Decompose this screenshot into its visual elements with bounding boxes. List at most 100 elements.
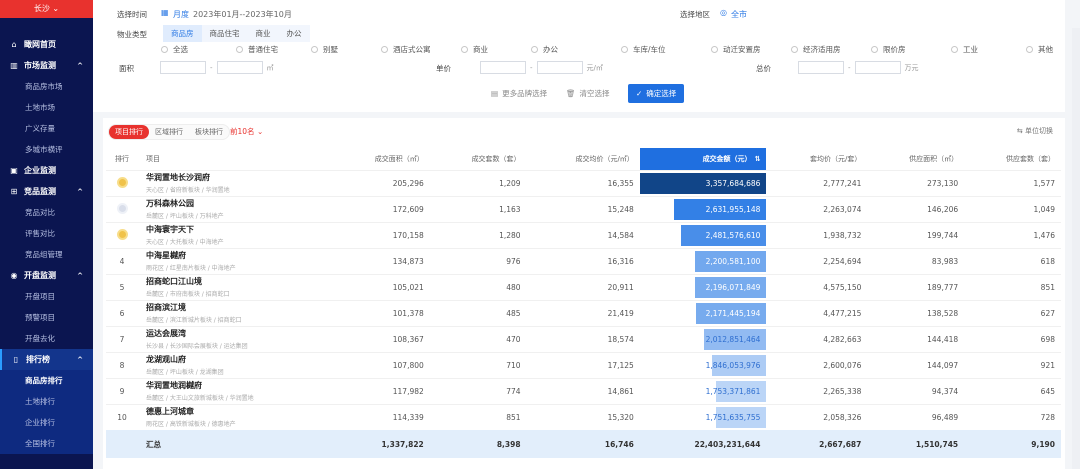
project-name[interactable]: 华润置地长沙润府 bbox=[146, 173, 210, 182]
property-checkbox[interactable]: 全选 bbox=[161, 44, 188, 55]
property-checkbox[interactable]: 工业 bbox=[951, 44, 978, 55]
project-name[interactable]: 运达会展湾 bbox=[146, 329, 186, 338]
total-price-unit: 万元 bbox=[904, 63, 919, 72]
column-header[interactable]: 成交套数（套） bbox=[430, 148, 527, 170]
project-name[interactable]: 德惠上河城章 bbox=[146, 407, 194, 417]
sidebar-group[interactable]: ⌂ 瞰网首页 bbox=[0, 34, 93, 55]
amount-cell: 2,012,851,464 bbox=[639, 325, 767, 352]
area-max-input[interactable] bbox=[216, 61, 263, 74]
project-name[interactable]: 中海星樾府 bbox=[146, 251, 186, 260]
sidebar-group[interactable]: ▣ 企业监测 bbox=[0, 160, 93, 181]
clear-button[interactable]: 🗑 清空选择 bbox=[566, 88, 610, 99]
table-row[interactable]: 7 运达会展湾 长沙县 / 长沙国际会展板块 / 运达集团 108,367 470 18,… bbox=[106, 325, 1061, 352]
table-row[interactable]: 9 华润置地润樾府 岳麓区 / 大王山文旅新城板块 / 华润置地 117,982 774… bbox=[106, 377, 1061, 404]
sidebar-item[interactable]: 多城市横评 bbox=[25, 145, 63, 154]
property-checkbox[interactable]: 其他 bbox=[1026, 44, 1053, 55]
sidebar-item[interactable]: 商品房市场 bbox=[25, 82, 63, 91]
area-cell: 105,021 bbox=[333, 273, 430, 300]
column-header[interactable]: 供应面积（㎡） bbox=[867, 148, 964, 170]
column-header[interactable]: 供应套数（套） bbox=[964, 148, 1061, 170]
sidebar-item[interactable]: 开盘去化 bbox=[25, 334, 55, 343]
property-checkbox[interactable]: 普通住宅 bbox=[236, 44, 278, 55]
project-name[interactable]: 华润置地润樾府 bbox=[146, 381, 202, 390]
project-name[interactable]: 万科森林公园 bbox=[146, 199, 194, 208]
sidebar-item[interactable]: 土地排行 bbox=[0, 391, 93, 412]
sidebar-item[interactable]: 土地市场 bbox=[25, 103, 55, 112]
project-desc: 岳麓区 / 滨江新城片板块 / 招商蛇口 bbox=[146, 317, 242, 324]
table-row[interactable]: 4 中海星樾府 雨花区 / 红星南片板块 / 中海地产 134,873 976 16,31… bbox=[106, 247, 1061, 274]
swap-icon: ⇆ bbox=[1016, 127, 1023, 135]
sidebar-group[interactable]: ◉ 开盘监测 ^ bbox=[0, 265, 93, 286]
property-tab[interactable]: 商品住宅 bbox=[209, 29, 240, 38]
project-name[interactable]: 龙湖观山府 bbox=[146, 355, 186, 364]
property-checkbox[interactable]: 酒店式公寓 bbox=[381, 44, 431, 55]
column-header[interactable]: 套均价（元/套） bbox=[766, 148, 867, 170]
gold-medal-icon bbox=[116, 176, 128, 188]
ranking-tab[interactable]: 区域排行 bbox=[155, 128, 183, 136]
units-cell: 1,280 bbox=[429, 221, 527, 248]
time-range[interactable]: 2023年01月--2023年10月 bbox=[193, 10, 292, 19]
sidebar-item[interactable]: 开盘项目 bbox=[25, 292, 55, 301]
project-name[interactable]: 招商滨江境 bbox=[146, 303, 186, 312]
ranking-tab[interactable]: 板块排行 bbox=[195, 128, 223, 136]
property-checkbox[interactable]: 动迁安置房 bbox=[711, 44, 761, 55]
scrollbar[interactable] bbox=[1072, 28, 1080, 469]
property-tab[interactable]: 商业 bbox=[255, 29, 271, 38]
sidebar-group[interactable]: ⊞ 竞品监测 ^ bbox=[0, 181, 93, 202]
unit-price-min-input[interactable] bbox=[480, 61, 526, 74]
sidebar-group[interactable]: ▯ 排行榜 ^ bbox=[0, 349, 93, 370]
total-price-max-input[interactable] bbox=[854, 61, 901, 74]
units-cell: 1,163 bbox=[429, 195, 527, 222]
column-header[interactable]: 成交面积（㎡） bbox=[333, 148, 430, 170]
unit-price-max-input[interactable] bbox=[536, 61, 583, 74]
project-name[interactable]: 招商蛇口江山境 bbox=[146, 277, 202, 286]
city-selector[interactable]: 长沙 ⌄ bbox=[0, 0, 93, 18]
sidebar-item[interactable]: 预警项目 bbox=[25, 313, 55, 322]
property-checkbox[interactable]: 商业 bbox=[461, 44, 488, 55]
total-price-label: 总价 bbox=[756, 64, 771, 73]
total-rank-cell bbox=[106, 430, 138, 458]
table-row[interactable]: 8 龙湖观山府 岳麓区 / 坪山板块 / 龙湖集团 107,800 710 17,125 1… bbox=[106, 351, 1061, 378]
property-tab[interactable]: 商品房 bbox=[163, 25, 202, 42]
property-checkbox[interactable]: 经济适用房 bbox=[791, 44, 841, 55]
table-row[interactable]: 万科森林公园 岳麓区 / 坪山板块 / 万科地产 172,609 1,163 15,24… bbox=[106, 195, 1061, 222]
table-row[interactable]: 10 德惠上河城章 雨花区 / 高铁新城板块 / 德惠地产 114,339 851 15,… bbox=[106, 403, 1061, 430]
amount-value: 3,357,684,686 bbox=[705, 178, 761, 188]
time-mode[interactable]: 月度 bbox=[173, 10, 189, 19]
property-checkbox[interactable]: 车库/车位 bbox=[621, 44, 666, 55]
total-price-min-input[interactable] bbox=[798, 61, 844, 74]
unit-switch-button[interactable]: ⇆ 单位切换 bbox=[1017, 126, 1053, 136]
sidebar-item[interactable]: 商品房排行 bbox=[0, 370, 93, 391]
ranking-tab[interactable]: 项目排行 bbox=[109, 125, 149, 139]
checkbox-icon bbox=[711, 46, 718, 53]
sidebar-item[interactable]: 广义存量 bbox=[25, 124, 55, 133]
table-row[interactable]: 6 招商滨江境 岳麓区 / 滨江新城片板块 / 招商蛇口 101,378 485 21,4… bbox=[106, 299, 1061, 326]
sidebar-item[interactable]: 全国排行 bbox=[0, 433, 93, 454]
sidebar-item[interactable]: 企业排行 bbox=[0, 412, 93, 433]
chevron-down-icon: ⌄ bbox=[52, 4, 60, 13]
property-checkbox[interactable]: 办公 bbox=[531, 44, 558, 55]
table-row[interactable]: 华润置地长沙润府 天心区 / 省府新板块 / 华润置地 205,296 1,209 16… bbox=[106, 169, 1061, 196]
project-cell: 招商滨江境岳麓区 / 滨江新城片板块 / 招商蛇口 bbox=[138, 299, 333, 326]
sidebar-item[interactable]: 评售对比 bbox=[25, 229, 55, 238]
column-header[interactable]: 成交均价（元/㎡） bbox=[527, 148, 640, 170]
table-row[interactable]: 5 招商蛇口江山境 岳麓区 / 市府南板块 / 招商蛇口 105,021 480 20,9… bbox=[106, 273, 1061, 300]
amount-bar bbox=[716, 380, 767, 402]
property-checkbox[interactable]: 别墅 bbox=[311, 44, 338, 55]
project-desc: 天心区 / 大托板块 / 中海地产 bbox=[146, 239, 224, 246]
sidebar-item[interactable]: 竞品对比 bbox=[25, 208, 55, 217]
calendar-icon[interactable]: ▦ bbox=[161, 8, 169, 17]
project-name[interactable]: 中海寰宇天下 bbox=[146, 225, 194, 234]
sidebar-group[interactable]: ▥ 市场监测 ^ bbox=[0, 55, 93, 76]
area-min-input[interactable] bbox=[160, 61, 206, 74]
project-cell: 德惠上河城章 雨花区 / 高铁新城板块 / 德惠地产 bbox=[138, 403, 333, 430]
sidebar-item[interactable]: 竞品组管理 bbox=[25, 250, 63, 259]
property-checkbox[interactable]: 限价房 bbox=[871, 44, 906, 55]
confirm-button[interactable]: ✓ 确定选择 bbox=[628, 84, 685, 103]
more-brand-button[interactable]: ▤ 更多品牌选择 bbox=[491, 88, 547, 99]
column-header[interactable]: 成交金额（元） ⇅ bbox=[639, 148, 767, 170]
table-row[interactable]: 中海寰宇天下 天心区 / 大托板块 / 中海地产 170,158 1,280 14,58… bbox=[106, 221, 1061, 248]
property-tab[interactable]: 办公 bbox=[286, 29, 302, 38]
top-n-dropdown[interactable]: 前10名 ⌄ bbox=[230, 126, 263, 137]
region-value[interactable]: 全市 bbox=[731, 10, 747, 19]
